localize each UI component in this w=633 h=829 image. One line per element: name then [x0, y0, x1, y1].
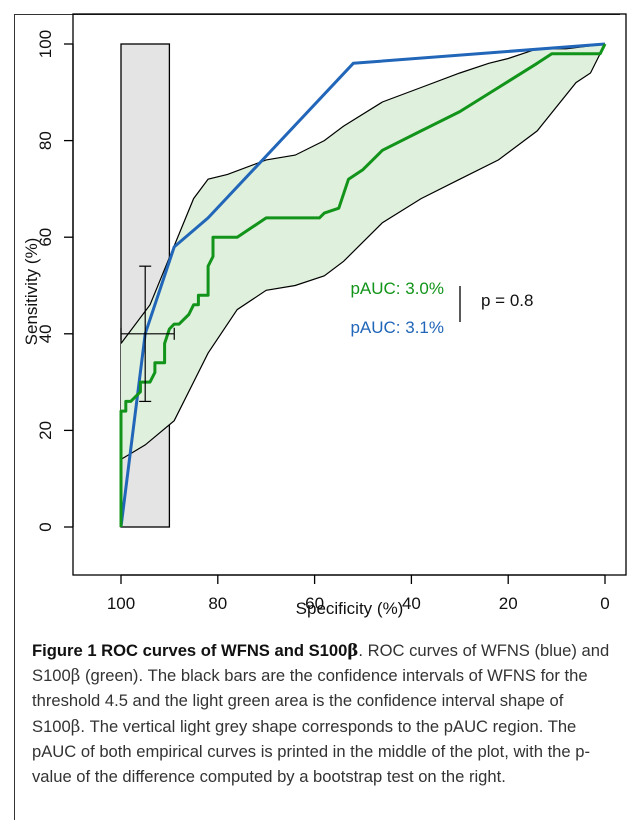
caption-text-3: . The vertical light grey shape correspo…	[32, 716, 591, 787]
annotation-p_value: p = 0.8	[481, 291, 533, 310]
y-tick-label-0: 0	[36, 522, 55, 531]
x-tick-label-20: 20	[499, 594, 518, 613]
x-axis-label: Specificity (%)	[296, 599, 404, 618]
roc-chart: 100 80 60 40 20 0 0 20 40 60 80 100 Specificity (%) S…	[22, 13, 627, 618]
x-tick-label-80: 80	[208, 594, 227, 613]
x-tick-label-40: 40	[402, 594, 421, 613]
y-tick-label-20: 20	[36, 421, 55, 440]
ci-band-upper	[120, 43, 606, 344]
axes-layer: 100 80 60 40 20 0 0 20 40 60 80 100 Specificity (%) S…	[22, 13, 627, 618]
ci-band-layer	[120, 43, 606, 460]
caption-beta-1: β	[70, 666, 81, 686]
caption-text-2: (green). The black bars are the confiden…	[32, 666, 588, 736]
caption-text-1: . ROC curves of WFNS (blue) and S100	[32, 641, 610, 686]
x-tick-label-100: 100	[107, 594, 135, 613]
figure-caption: Figure 1 ROC curves of WFNS and S100β. R…	[32, 638, 617, 789]
y-tick-label-60: 60	[36, 228, 55, 247]
annotation-s100b_pauc: pAUC: 3.0%	[350, 279, 444, 298]
series-line-wfns	[119, 42, 606, 528]
annotation-layer: pAUC: 3.0% pAUC: 3.1% p = 0.8	[350, 279, 533, 337]
series-layer	[119, 42, 607, 528]
x-tick-label-0: 0	[600, 594, 609, 613]
series-line-s100b	[119, 43, 607, 527]
y-axis-label: Sensitivity (%)	[22, 238, 41, 346]
annotation-wfns_pauc: pAUC: 3.1%	[350, 318, 444, 337]
x-tick-label-60: 60	[305, 594, 324, 613]
y-tick-label-100: 100	[36, 30, 55, 58]
ci-band-lower	[120, 43, 606, 460]
caption-label: Figure 1 ROC curves of WFNS and S100β	[32, 640, 359, 660]
caption-beta-2: β	[70, 716, 81, 736]
ci-band-fill	[121, 44, 605, 460]
y-tick-label-80: 80	[36, 131, 55, 150]
y-tick-label-40: 40	[36, 324, 55, 343]
ci-bars-layer	[120, 265, 175, 403]
